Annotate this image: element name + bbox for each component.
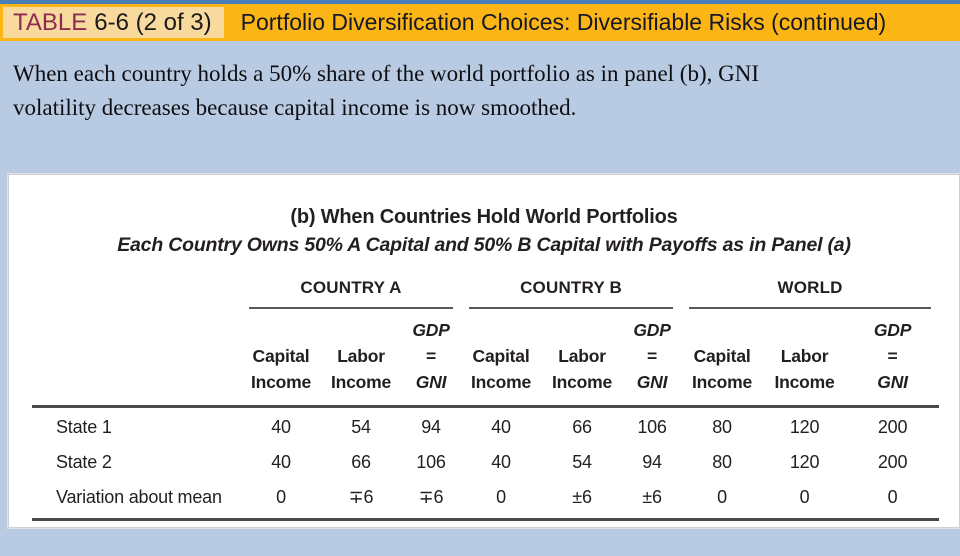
table-cell: 66 <box>541 405 624 446</box>
col-header-labor-income-b: Labor Income <box>551 346 613 392</box>
table-cell: 40 <box>271 452 291 472</box>
table-subtitle: Each Country Owns 50% A Capital and 50% … <box>117 234 851 256</box>
table-cell: ∓6 <box>321 481 401 521</box>
table-tag-number: 6-6 (2 of 3) <box>94 8 212 36</box>
group-label: WORLD <box>777 278 843 297</box>
col-header-gdp-gni-world: GDP = GNI <box>873 320 912 392</box>
slide-title: Portfolio Diversification Choices: Diver… <box>240 9 887 35</box>
table-row-state-2: State 2 40 66 106 40 54 94 80 120 200 <box>32 446 939 481</box>
table-tag-label: TABLE <box>13 8 88 36</box>
table-cell: 40 <box>241 405 321 446</box>
column-group-row: COUNTRY A COUNTRY B WORLD <box>32 273 939 309</box>
data-table: COUNTRY A COUNTRY B WORLD Capital Income <box>32 273 940 521</box>
empty-corner-cell <box>32 273 241 309</box>
top-accent-strip <box>0 0 960 4</box>
table-cell: 80 <box>712 452 732 472</box>
table-row-state-1: State 1 40 54 94 40 66 106 80 120 200 <box>32 405 940 446</box>
table-cell: 94 <box>642 452 662 472</box>
table-title: (b) When Countries Hold World Portfolios <box>290 206 678 228</box>
table-row-variation: Variation about mean 0 ∓6 ∓6 0 ±6 ±6 0 0… <box>32 481 940 521</box>
table-cell: 0 <box>763 481 847 521</box>
table-cell: 66 <box>351 452 371 472</box>
row-label: Variation about mean <box>32 481 241 521</box>
table-cell: 54 <box>321 405 401 446</box>
empty-corner-cell <box>32 309 241 407</box>
table-cell: ±6 <box>623 481 682 521</box>
table-cell: 94 <box>401 405 462 446</box>
table-cell: 120 <box>789 452 820 472</box>
table-cell: 0 <box>681 481 764 521</box>
table-panel: (b) When Countries Hold World Portfolios… <box>8 174 960 528</box>
col-header-capital-income-a: Capital Income <box>250 346 312 392</box>
table-cell: 80 <box>681 405 764 446</box>
table-cell: 120 <box>763 405 847 446</box>
table-cell: 40 <box>491 452 511 472</box>
table-cell: ±6 <box>541 481 624 521</box>
group-header-country-b: COUNTRY B <box>461 273 681 309</box>
caption-text: When each country holds a 50% share of t… <box>13 57 940 125</box>
group-header-world: WORLD <box>681 273 939 309</box>
group-header-country-a: COUNTRY A <box>241 273 461 309</box>
table-cell: 40 <box>461 405 542 446</box>
col-header-capital-income-world: Capital Income <box>692 346 753 392</box>
group-label: COUNTRY B <box>520 278 622 297</box>
table-cell: 0 <box>461 481 542 521</box>
row-label: State 1 <box>32 405 241 446</box>
table-number-tag: TABLE 6-6 (2 of 3) <box>3 7 224 38</box>
group-label: COUNTRY A <box>300 278 402 297</box>
subcolumn-header-row: Capital Income Labor Income GDP = GNI Ca… <box>32 309 939 407</box>
col-header-gdp-gni-b: GDP = GNI <box>633 320 671 392</box>
table-cell: 0 <box>241 481 321 521</box>
table-cell: 106 <box>416 452 446 472</box>
table-cell: 106 <box>623 405 682 446</box>
col-header-labor-income-world: Labor Income <box>774 346 835 392</box>
col-header-gdp-gni-a: GDP = GNI <box>412 320 450 392</box>
table-cell: 200 <box>846 405 940 446</box>
row-label: State 2 <box>56 452 112 472</box>
table-cell: ∓6 <box>401 481 462 521</box>
col-header-capital-income-b: Capital Income <box>470 346 532 392</box>
table-cell: 200 <box>877 452 908 472</box>
caption-line-2: volatility decreases because capital inc… <box>13 95 577 120</box>
table-cell: 0 <box>846 481 940 521</box>
caption-line-1: When each country holds a 50% share of t… <box>13 61 759 86</box>
col-header-labor-income-a: Labor Income <box>330 346 392 392</box>
table-cell: 54 <box>572 452 592 472</box>
header-bar: TABLE 6-6 (2 of 3) Portfolio Diversifica… <box>0 4 960 41</box>
